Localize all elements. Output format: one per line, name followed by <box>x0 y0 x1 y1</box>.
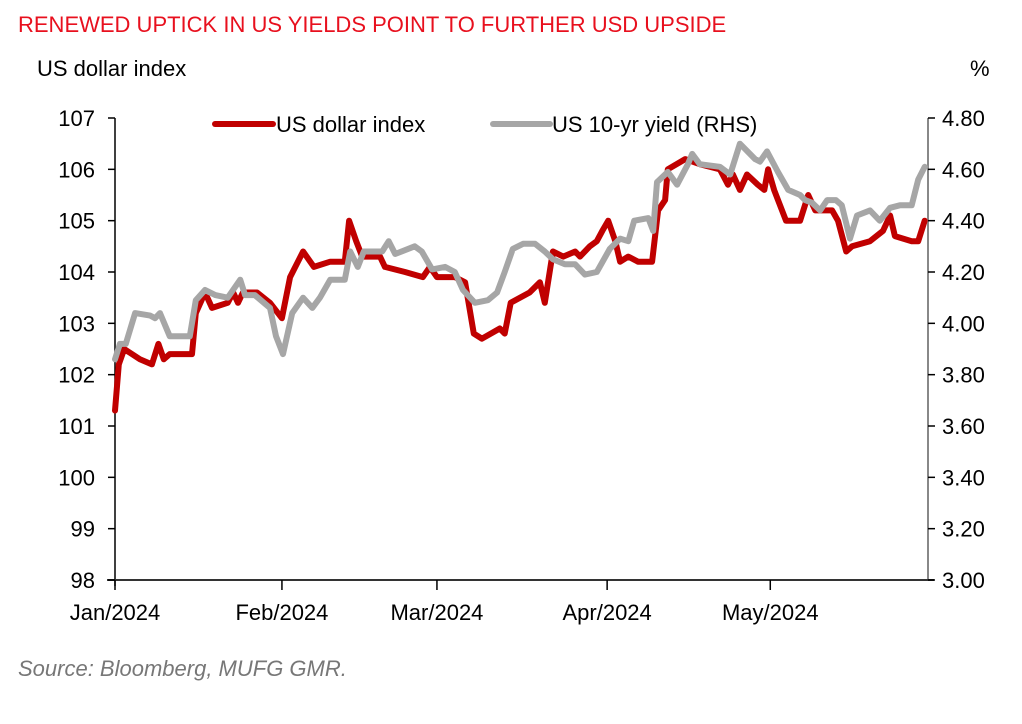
legend: US dollar index US 10-yr yield (RHS) <box>212 112 757 137</box>
axes: 98 99 100 101 102 103 104 105 106 107 3.00 3.20 3.40… <box>58 106 985 625</box>
left-axis-tick-label: 102 <box>58 363 95 388</box>
legend-label-dxy: US dollar index <box>276 112 425 137</box>
left-axis-tick-label: 98 <box>71 568 95 593</box>
right-axis-tick-label: 3.20 <box>942 517 985 542</box>
x-axis-tick-label: Feb/2024 <box>235 600 328 625</box>
left-axis-tick-label: 107 <box>58 106 95 131</box>
right-axis-tick-label: 3.40 <box>942 465 985 490</box>
right-axis-tick-label: 3.80 <box>942 363 985 388</box>
right-axis-tick-label: 4.20 <box>942 260 985 285</box>
left-axis-tick-label: 99 <box>71 517 95 542</box>
left-axis-tick-label: 101 <box>58 414 95 439</box>
dxy-line <box>112 156 928 414</box>
right-axis-tick-label: 4.80 <box>942 106 985 131</box>
right-axis-tick-label: 4.40 <box>942 209 985 234</box>
left-axis-title: US dollar index <box>37 56 187 81</box>
right-axis-tick-label: 3.00 <box>942 568 985 593</box>
series-group <box>112 140 928 414</box>
left-axis-tick-label: 106 <box>58 157 95 182</box>
source-note: Source: Bloomberg, MUFG GMR. <box>18 656 347 681</box>
chart-title: RENEWED UPTICK IN US YIELDS POINT TO FUR… <box>18 12 727 37</box>
left-axis-tick-label: 104 <box>58 260 95 285</box>
right-axis-title: % <box>970 56 990 81</box>
left-axis-tick-label: 100 <box>58 465 95 490</box>
left-axis-tick-label: 105 <box>58 209 95 234</box>
legend-label-yield: US 10-yr yield (RHS) <box>552 112 757 137</box>
x-axis-tick-label: Apr/2024 <box>562 600 651 625</box>
x-axis-tick-label: May/2024 <box>722 600 819 625</box>
yield-line <box>112 140 928 363</box>
right-axis-tick-label: 3.60 <box>942 414 985 439</box>
x-axis-tick-label: Jan/2024 <box>70 600 161 625</box>
x-axis-tick-label: Mar/2024 <box>390 600 483 625</box>
right-axis-tick-label: 4.00 <box>942 311 985 336</box>
right-axis-tick-label: 4.60 <box>942 157 985 182</box>
left-axis-tick-label: 103 <box>58 311 95 336</box>
